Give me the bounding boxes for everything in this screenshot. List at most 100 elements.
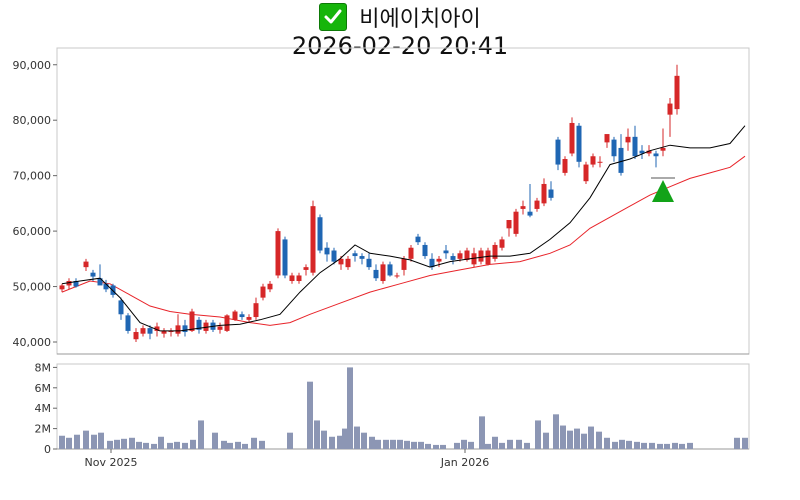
volume-bar <box>507 439 513 449</box>
candle-body <box>239 314 245 318</box>
candle <box>232 309 238 321</box>
candle-body <box>639 150 645 154</box>
candle <box>359 253 365 265</box>
candle <box>133 328 139 342</box>
volume-bar <box>657 443 663 449</box>
candle <box>569 117 575 157</box>
date-tick-label: Jan 2026 <box>440 456 489 469</box>
candle-body <box>324 247 330 255</box>
candle <box>246 314 252 323</box>
candle <box>97 264 103 286</box>
volume-bar <box>612 441 618 449</box>
candle <box>289 272 295 284</box>
candle-body <box>73 281 79 287</box>
candle <box>562 156 568 176</box>
candle <box>415 233 421 245</box>
candle <box>492 242 498 262</box>
candle <box>168 328 174 337</box>
volume-bar <box>354 426 360 449</box>
candle <box>147 325 153 340</box>
candle-body <box>133 332 139 340</box>
candle <box>478 247 484 265</box>
volume-bar <box>742 437 748 449</box>
volume-bar <box>74 434 80 449</box>
candle <box>253 297 259 320</box>
volume-bar <box>158 436 164 449</box>
price-tick-label: 70,000 <box>13 170 52 183</box>
volume-bar <box>485 443 491 449</box>
candle-body <box>253 303 259 318</box>
candle-body <box>569 122 575 154</box>
candle-body <box>282 239 288 276</box>
candle <box>267 281 273 293</box>
volume-tick-label: 8M <box>35 361 52 374</box>
volume-bar <box>174 441 180 449</box>
volume-bar <box>121 438 127 449</box>
candle <box>189 308 195 333</box>
candle-body <box>401 258 407 270</box>
volume-bar <box>543 432 549 449</box>
volume-bar <box>251 437 257 449</box>
volume-bar <box>516 439 522 449</box>
price-panel-frame <box>56 47 750 355</box>
candle-body <box>140 328 146 334</box>
candle-body <box>83 261 89 268</box>
volume-bar <box>83 430 89 449</box>
volume-bar <box>492 436 498 449</box>
candle <box>583 161 589 184</box>
candle <box>239 311 245 320</box>
candle-body <box>415 236 421 243</box>
volume-bar <box>259 440 265 449</box>
candle-body <box>520 206 526 209</box>
candle <box>625 128 631 151</box>
candle-body <box>604 134 610 143</box>
candle <box>217 322 223 334</box>
candle <box>422 242 428 259</box>
candle <box>275 228 281 279</box>
candle <box>303 264 309 276</box>
candle-body <box>583 164 589 182</box>
candle-body <box>125 315 131 331</box>
volume-bar <box>535 420 541 449</box>
candle-body <box>611 139 617 157</box>
volume-bar <box>641 442 647 449</box>
volume-bar <box>604 437 610 449</box>
candle <box>59 283 65 293</box>
volume-panel-frame <box>56 363 750 450</box>
candle-body <box>506 220 512 229</box>
candle <box>125 313 131 334</box>
candle-body <box>154 326 160 331</box>
candle <box>66 278 72 290</box>
price-tick-label: 60,000 <box>13 225 52 238</box>
candle-body <box>464 250 470 260</box>
candle-body <box>66 281 72 286</box>
candle-body <box>260 286 266 298</box>
candle-body <box>103 283 109 290</box>
volume-bar <box>190 439 196 449</box>
candle <box>506 220 512 237</box>
candle <box>443 244 449 259</box>
candle-body <box>161 330 167 334</box>
candle <box>182 319 188 337</box>
candle-body <box>387 264 393 276</box>
candle-body <box>513 211 519 234</box>
volume-tick-label: 2M <box>35 423 52 436</box>
candle-body <box>534 200 540 209</box>
volume-tick-label: 4M <box>35 402 52 415</box>
volume-bar <box>619 439 625 449</box>
candle <box>527 183 533 218</box>
candle-body <box>618 147 624 173</box>
volume-bar <box>361 432 367 449</box>
candle-body <box>189 311 195 331</box>
volume-bar <box>307 381 313 449</box>
candle <box>310 200 316 276</box>
candle-body <box>548 189 554 198</box>
price-tick-label: 90,000 <box>13 59 52 72</box>
candle-body <box>175 325 181 334</box>
candle <box>618 134 624 176</box>
candle-body <box>555 139 561 165</box>
candle-body <box>359 256 365 259</box>
volume-bar <box>433 444 439 449</box>
volume-bar <box>425 443 431 449</box>
volume-bar <box>418 441 424 449</box>
